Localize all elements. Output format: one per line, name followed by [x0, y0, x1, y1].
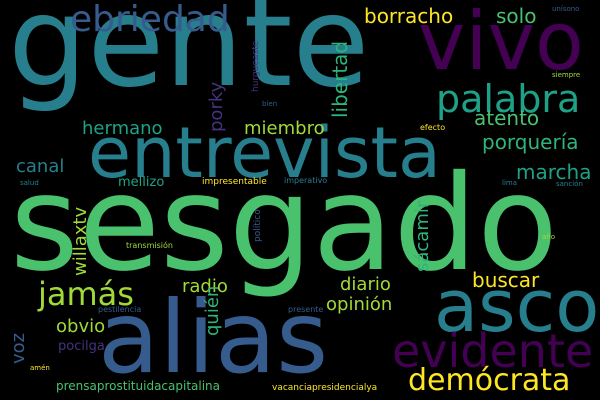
word-pocilga: pocilga: [58, 339, 105, 354]
word-ebriedad: ebriedad: [70, 0, 230, 40]
word-amen: amén: [30, 364, 50, 372]
word-borracho: borracho: [364, 4, 454, 28]
word-lima: lima: [502, 179, 517, 187]
word-jamas: jamás: [38, 275, 134, 313]
word-presente: presente: [288, 305, 324, 314]
word-ano: año: [542, 233, 556, 241]
word-vivo: vivo: [418, 0, 584, 88]
word-prensaprostituidacapitalina: prensaprostituidacapitalina: [56, 379, 221, 393]
word-gente: gente: [8, 0, 370, 115]
word-porqueria: porquería: [482, 130, 579, 154]
word-mellizo: mellizo: [118, 175, 165, 190]
word-libertad: libertad: [328, 40, 352, 118]
word-miembro: miembro: [244, 118, 325, 139]
word-canal: canal: [16, 156, 65, 177]
word-unisono: unísono: [552, 5, 580, 13]
word-voz: voz: [8, 332, 29, 364]
word-impresentable: impresentable: [202, 177, 267, 187]
word-efecto: efecto: [420, 123, 446, 132]
word-transmision: transmisión: [126, 241, 173, 250]
word-radio: radio: [182, 276, 228, 297]
word-palabra: palabra: [436, 77, 581, 121]
word-hermano: hermano: [82, 118, 163, 139]
word-hurgueaste: hurgueaste: [251, 40, 261, 92]
word-marcha: marcha: [516, 160, 592, 184]
word-quien: quién: [202, 285, 223, 336]
word-sacamir: sácamir: [412, 200, 433, 272]
word-democrata: demócrata: [408, 363, 571, 398]
word-alias: alias: [98, 279, 329, 396]
word-diario: diario: [340, 274, 391, 295]
word-politico: político: [253, 209, 263, 242]
word-evidente: evidente: [392, 324, 594, 378]
word-bien: bien: [262, 100, 278, 108]
word-opinion: opinión: [326, 294, 393, 315]
word-siempre: siempre: [552, 71, 581, 79]
word-obvio: obvio: [56, 316, 106, 337]
word-imperativo: imperativo: [284, 176, 328, 185]
word-vacanciapresidencialya: vacanciapresidencialya: [272, 383, 378, 393]
word-willaxtv: willaxtv: [70, 206, 91, 276]
word-atento: atento: [474, 106, 540, 130]
word-sesgado: sesgado: [10, 147, 558, 301]
word-pestilencia: pestilencia: [98, 305, 142, 314]
word-solo: solo: [496, 4, 537, 28]
word-buscar: buscar: [472, 268, 540, 292]
word-sancion: sanción: [556, 180, 583, 188]
word-asco: asco: [434, 264, 600, 348]
word-porky: porky: [206, 81, 227, 132]
word-salud: salud: [20, 179, 39, 187]
word-entrevista: entrevista: [88, 112, 441, 194]
